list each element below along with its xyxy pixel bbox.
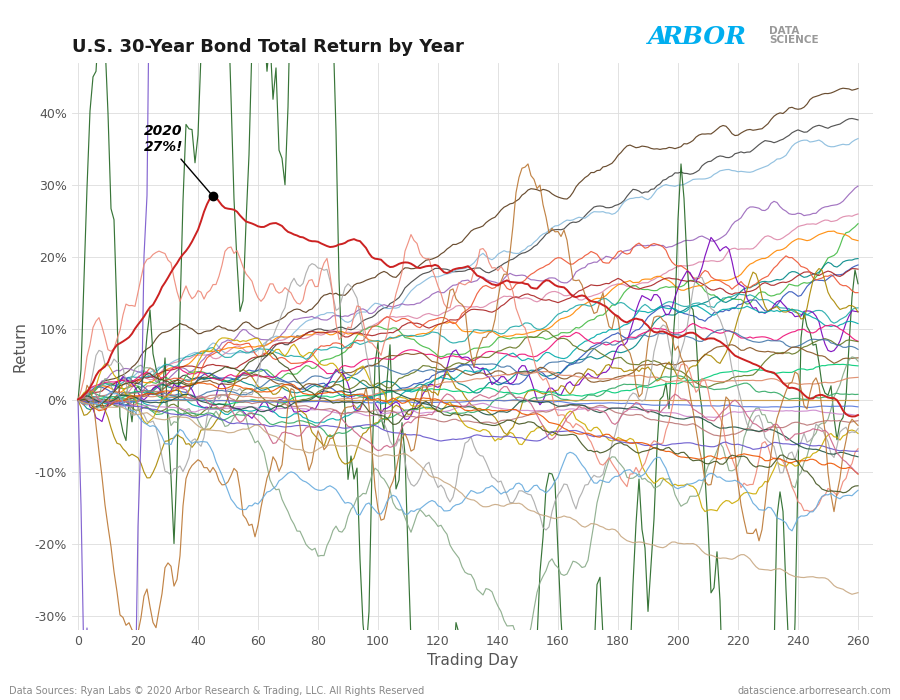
Text: datascience.arborresearch.com: datascience.arborresearch.com xyxy=(737,687,891,696)
Text: SCIENCE: SCIENCE xyxy=(770,35,819,45)
Text: A: A xyxy=(648,25,668,48)
Text: 2020
27%!: 2020 27%! xyxy=(144,124,212,194)
Text: RBOR: RBOR xyxy=(662,25,746,48)
Text: Data Sources: Ryan Labs © 2020 Arbor Research & Trading, LLC. All Rights Reserve: Data Sources: Ryan Labs © 2020 Arbor Res… xyxy=(9,687,424,696)
Text: DATA: DATA xyxy=(770,26,800,36)
Y-axis label: Return: Return xyxy=(13,321,28,372)
Text: U.S. 30-Year Bond Total Return by Year: U.S. 30-Year Bond Total Return by Year xyxy=(72,38,464,56)
X-axis label: Trading Day: Trading Day xyxy=(427,653,518,668)
